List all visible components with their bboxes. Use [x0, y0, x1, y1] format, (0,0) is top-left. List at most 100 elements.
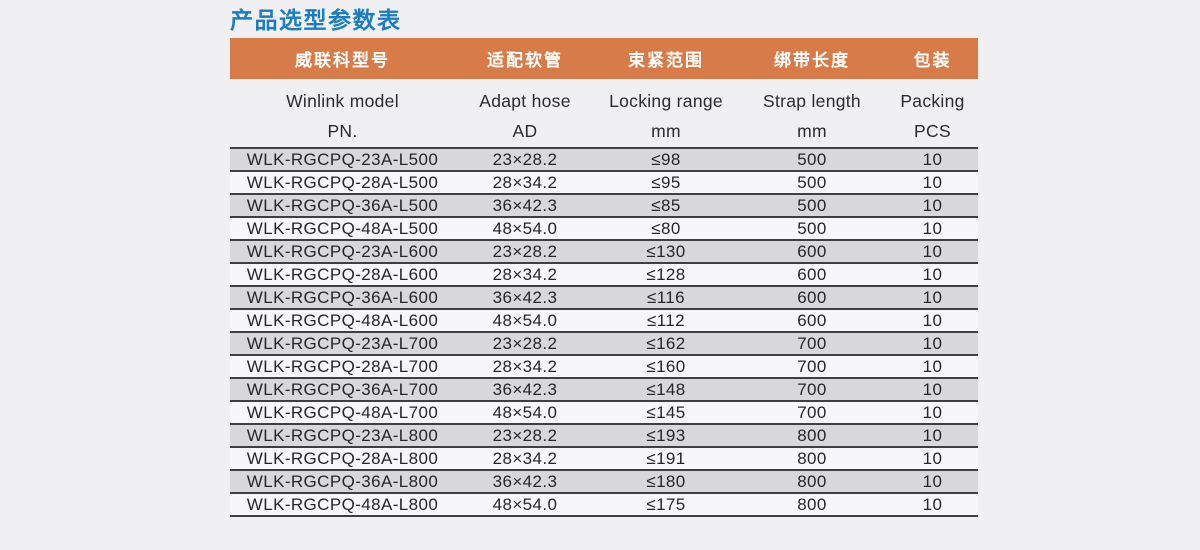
cell-strap-length: 500	[737, 193, 887, 217]
cell-locking-range: ≤128	[595, 262, 737, 286]
cell-adapt-hose: 36×42.3	[455, 377, 595, 401]
cell-adapt-hose: 48×54.0	[455, 216, 595, 240]
column-header-zh-strap-length: 绑带长度	[774, 51, 850, 70]
column-header-en-locking-range: Locking range	[609, 90, 723, 111]
table-row: WLK-RGCPQ-23A-L500 23×28.2 ≤98 500 10	[230, 147, 978, 171]
table-row: WLK-RGCPQ-28A-L600 28×34.2 ≤128 600 10	[230, 262, 978, 286]
table-row: WLK-RGCPQ-48A-L800 48×54.0 ≤175 800 10	[230, 492, 978, 517]
cell-strap-length: 600	[737, 308, 887, 332]
cell-adapt-hose: 28×34.2	[455, 262, 595, 286]
cell-model: WLK-RGCPQ-36A-L700	[230, 377, 455, 401]
table-row: WLK-RGCPQ-28A-L800 28×34.2 ≤191 800 10	[230, 446, 978, 470]
cell-packing: 10	[887, 285, 978, 309]
cell-packing: 10	[887, 216, 978, 240]
cell-strap-length: 600	[737, 262, 887, 286]
cell-adapt-hose: 48×54.0	[455, 308, 595, 332]
column-header-unit-locking-range: mm	[651, 120, 681, 141]
cell-adapt-hose: 23×28.2	[455, 423, 595, 447]
cell-model: WLK-RGCPQ-36A-L500	[230, 193, 455, 217]
cell-packing: 10	[887, 170, 978, 194]
cell-adapt-hose: 48×54.0	[455, 492, 595, 517]
column-header-unit-adapt-hose: AD	[512, 120, 538, 141]
cell-adapt-hose: 28×34.2	[455, 354, 595, 378]
cell-strap-length: 800	[737, 492, 887, 517]
cell-locking-range: ≤175	[595, 492, 737, 517]
cell-adapt-hose: 36×42.3	[455, 469, 595, 493]
cell-packing: 10	[887, 400, 978, 424]
column-header-zh-packing: 包装	[913, 51, 952, 70]
header-row-zh: 威联科型号 适配软管 束紧范围 绑带长度 包装	[230, 38, 978, 79]
table-row: WLK-RGCPQ-36A-L500 36×42.3 ≤85 500 10	[230, 193, 978, 217]
cell-model: WLK-RGCPQ-48A-L600	[230, 308, 455, 332]
cell-strap-length: 500	[737, 170, 887, 194]
cell-locking-range: ≤193	[595, 423, 737, 447]
column-header-unit-strap-length: mm	[797, 120, 827, 141]
cell-locking-range: ≤85	[595, 193, 737, 217]
table-row: WLK-RGCPQ-36A-L700 36×42.3 ≤148 700 10	[230, 377, 978, 401]
cell-adapt-hose: 36×42.3	[455, 285, 595, 309]
header-row-en-line2: PN. AD mm mm PCS	[230, 115, 978, 148]
column-header-zh-adapt-hose: 适配软管	[487, 51, 563, 70]
cell-strap-length: 800	[737, 423, 887, 447]
cell-packing: 10	[887, 354, 978, 378]
cell-model: WLK-RGCPQ-23A-L500	[230, 147, 455, 171]
cell-adapt-hose: 23×28.2	[455, 147, 595, 171]
cell-adapt-hose: 28×34.2	[455, 170, 595, 194]
cell-strap-length: 700	[737, 331, 887, 355]
table-body: WLK-RGCPQ-23A-L500 23×28.2 ≤98 500 10 WLK-RGC…	[230, 147, 978, 517]
cell-locking-range: ≤80	[595, 216, 737, 240]
cell-packing: 10	[887, 239, 978, 263]
cell-packing: 10	[887, 147, 978, 171]
cell-strap-length: 700	[737, 400, 887, 424]
table-row: WLK-RGCPQ-23A-L800 23×28.2 ≤193 800 10	[230, 423, 978, 447]
cell-model: WLK-RGCPQ-36A-L800	[230, 469, 455, 493]
cell-adapt-hose: 23×28.2	[455, 239, 595, 263]
table-header: 威联科型号 适配软管 束紧范围 绑带长度 包装 Winlink model Adapt h…	[230, 38, 978, 148]
cell-adapt-hose: 23×28.2	[455, 331, 595, 355]
cell-packing: 10	[887, 262, 978, 286]
table-row: WLK-RGCPQ-36A-L800 36×42.3 ≤180 800 10	[230, 469, 978, 493]
cell-packing: 10	[887, 492, 978, 517]
cell-locking-range: ≤160	[595, 354, 737, 378]
cell-strap-length: 700	[737, 377, 887, 401]
cell-locking-range: ≤145	[595, 400, 737, 424]
cell-adapt-hose: 28×34.2	[455, 446, 595, 470]
cell-model: WLK-RGCPQ-23A-L800	[230, 423, 455, 447]
table-row: WLK-RGCPQ-28A-L700 28×34.2 ≤160 700 10	[230, 354, 978, 378]
cell-model: WLK-RGCPQ-36A-L600	[230, 285, 455, 309]
table-row: WLK-RGCPQ-48A-L600 48×54.0 ≤112 600 10	[230, 308, 978, 332]
column-header-zh-locking-range: 束紧范围	[628, 51, 704, 70]
cell-locking-range: ≤148	[595, 377, 737, 401]
cell-model: WLK-RGCPQ-23A-L600	[230, 239, 455, 263]
cell-strap-length: 600	[737, 285, 887, 309]
cell-packing: 10	[887, 193, 978, 217]
table-row: WLK-RGCPQ-48A-L500 48×54.0 ≤80 500 10	[230, 216, 978, 240]
cell-model: WLK-RGCPQ-28A-L800	[230, 446, 455, 470]
cell-locking-range: ≤191	[595, 446, 737, 470]
page-title: 产品选型参数表	[230, 7, 402, 33]
cell-strap-length: 800	[737, 446, 887, 470]
cell-strap-length: 600	[737, 239, 887, 263]
cell-strap-length: 500	[737, 147, 887, 171]
cell-packing: 10	[887, 331, 978, 355]
header-row-en-line1: Winlink model Adapt hose Locking range Stra…	[230, 79, 978, 115]
cell-locking-range: ≤98	[595, 147, 737, 171]
product-selection-table: 威联科型号 适配软管 束紧范围 绑带长度 包装 Winlink model Adapt h…	[230, 38, 978, 517]
table-row: WLK-RGCPQ-23A-L700 23×28.2 ≤162 700 10	[230, 331, 978, 355]
cell-locking-range: ≤116	[595, 285, 737, 309]
cell-strap-length: 800	[737, 469, 887, 493]
table-row: WLK-RGCPQ-23A-L600 23×28.2 ≤130 600 10	[230, 239, 978, 263]
column-header-en-model: Winlink model	[286, 90, 399, 111]
cell-locking-range: ≤95	[595, 170, 737, 194]
cell-strap-length: 500	[737, 216, 887, 240]
column-header-zh-model: 威联科型号	[295, 51, 390, 70]
cell-locking-range: ≤180	[595, 469, 737, 493]
cell-packing: 10	[887, 469, 978, 493]
table-row: WLK-RGCPQ-36A-L600 36×42.3 ≤116 600 10	[230, 285, 978, 309]
cell-model: WLK-RGCPQ-23A-L700	[230, 331, 455, 355]
cell-adapt-hose: 48×54.0	[455, 400, 595, 424]
column-header-en-strap-length: Strap length	[763, 90, 861, 111]
cell-adapt-hose: 36×42.3	[455, 193, 595, 217]
table-row: WLK-RGCPQ-48A-L700 48×54.0 ≤145 700 10	[230, 400, 978, 424]
cell-locking-range: ≤162	[595, 331, 737, 355]
